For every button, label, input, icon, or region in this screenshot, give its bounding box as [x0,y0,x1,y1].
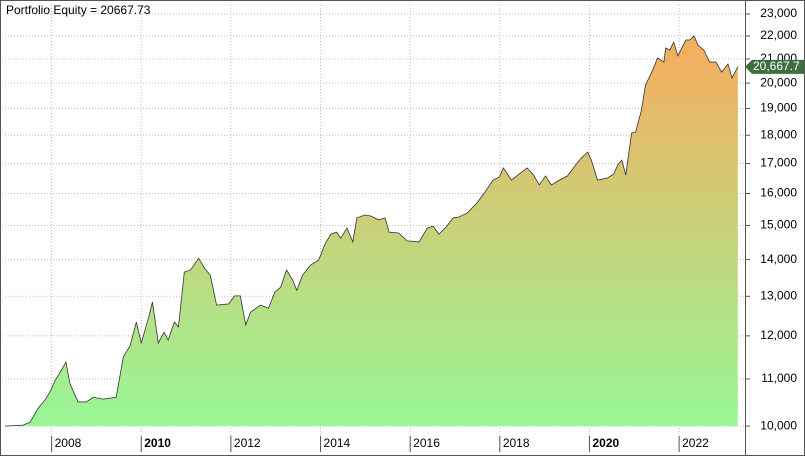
y-tick-label: 19,000 [760,101,797,115]
chart-title: Portfolio Equity = 20667.73 [6,3,151,17]
line [4,35,739,427]
y-tick-label: 11,000 [761,371,797,385]
y-tick-label: 17,000 [760,156,797,170]
area [5,35,738,427]
x-tick-label: 2012 [234,436,261,450]
y-tick-label: 20,000 [760,75,797,89]
x-tick-label: 2018 [503,436,530,450]
y-tick-label: 22,000 [760,28,797,42]
last-value-label: 20,667.7 [753,59,800,73]
last-value-flag [745,59,804,74]
y-tick-label: 15,000 [760,218,797,232]
y-tick-label: 23,000 [760,6,797,20]
y-tick-label: 13,000 [760,288,797,302]
plot [4,35,739,427]
x-tick-label: 2010 [144,436,171,450]
x-tick-label: 2022 [682,436,709,450]
x-tick-label: 2016 [413,436,440,450]
x-tick-label: 2014 [324,436,351,450]
y-tick-label: 18,000 [760,127,797,141]
y-tick-label: 12,000 [760,328,797,342]
y-tick-label: 14,000 [760,252,797,266]
y-tick-label: 16,000 [760,186,797,200]
x-tick-label: 2008 [55,436,82,450]
y-tick-label: 10,000 [760,418,797,432]
x-tick-label: 2020 [592,436,619,450]
